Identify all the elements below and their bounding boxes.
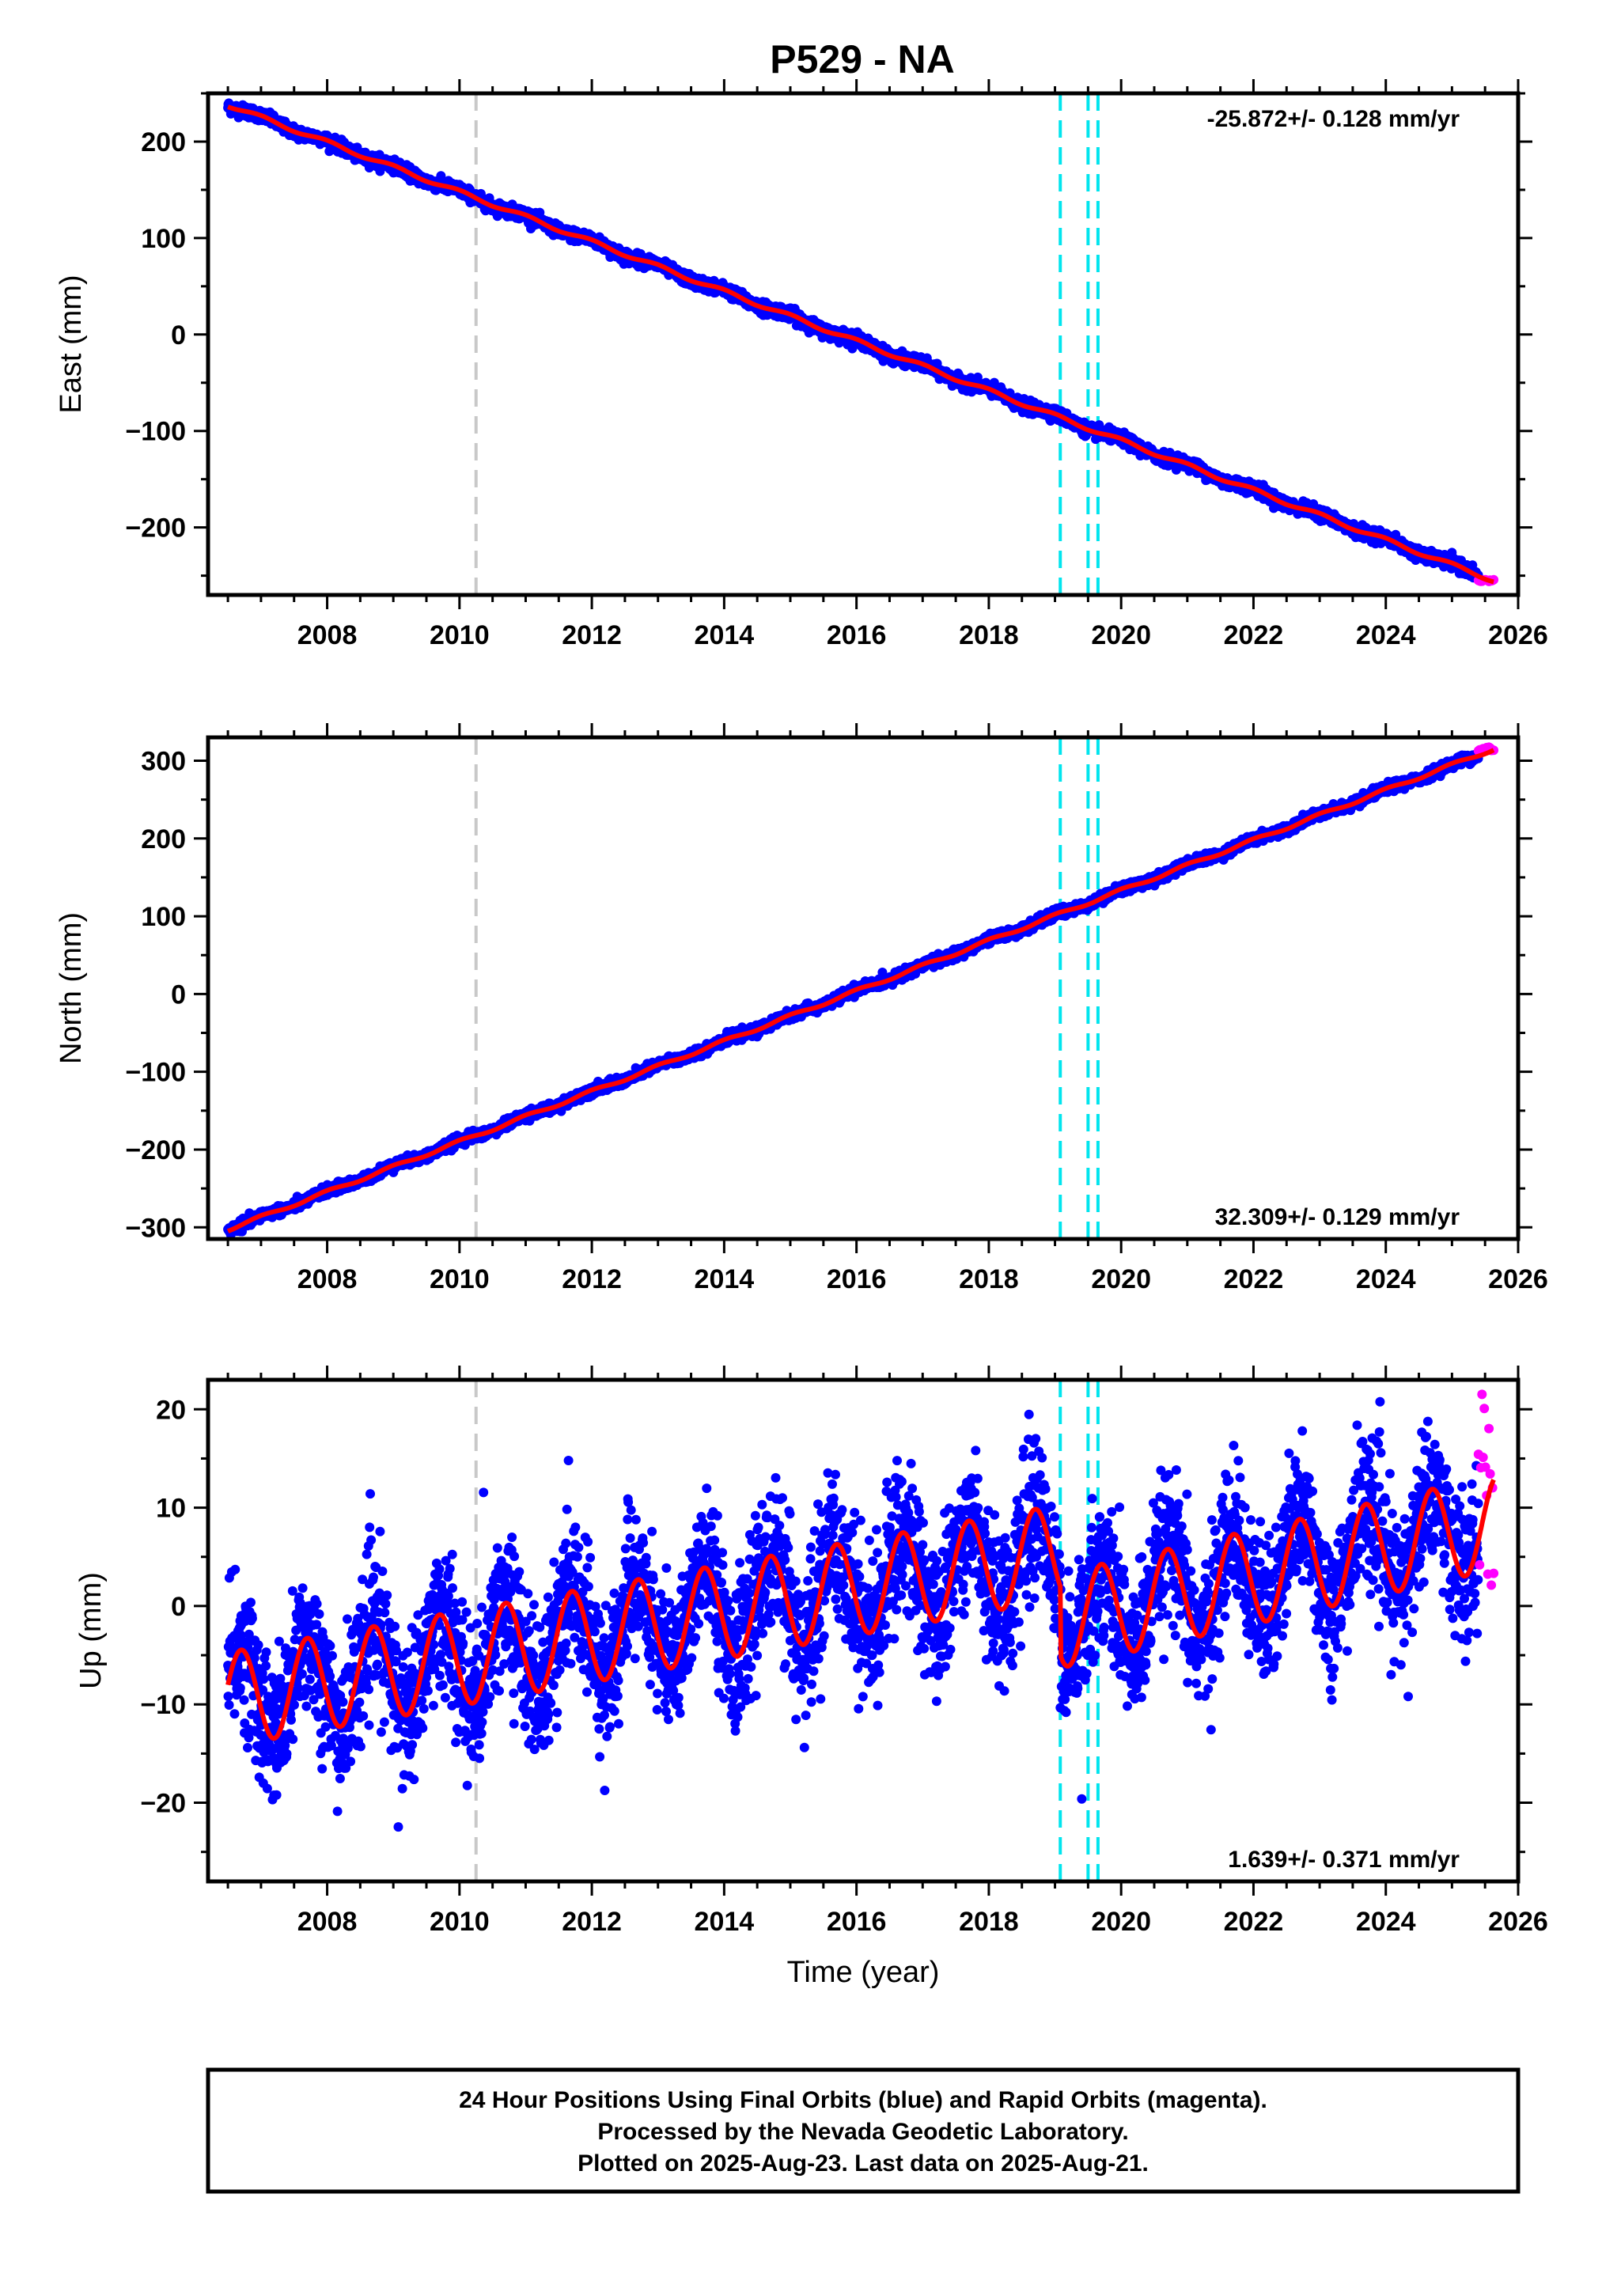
y-tick-label: −200	[125, 513, 186, 544]
x-tick-label: 2010	[430, 620, 490, 650]
panel-east: 2008 2010 2012 2014 2016 2018 2020 2022 2024 2026…	[55, 79, 1548, 650]
x-tick-label: 2012	[562, 620, 622, 650]
x-tick-label: 2008	[297, 620, 358, 650]
panel-north: 2008 2010 2012 2014 2016 2018 2020 2022 2024 2026…	[55, 723, 1548, 1294]
y-axis-label-east: East (mm)	[55, 275, 88, 413]
x-tick-label: 2026	[1488, 620, 1548, 650]
x-tick-label: 2022	[1224, 620, 1284, 650]
plot-area-north	[223, 737, 1499, 1239]
panels: 2008 2010 2012 2014 2016 2018 2020 2022 2024 2026…	[55, 79, 1548, 1989]
y-tick-label: 0	[171, 320, 186, 350]
final-orbit-points-north	[223, 748, 1483, 1239]
x-tick-label: 2014	[695, 620, 755, 650]
y-tick-label: 100	[141, 224, 186, 254]
plot-area-east	[223, 93, 1499, 595]
x-tick-label: 2024	[1356, 620, 1416, 650]
y-tick-label: −100	[125, 417, 186, 447]
rate-label-east: -25.872+/- 0.128 mm/yr	[1207, 106, 1460, 132]
x-tick-label: 2020	[1091, 620, 1151, 650]
x-tick-label: 2016	[827, 620, 887, 650]
y-tick-label: 200	[141, 127, 186, 157]
figure-title: P529 - NA	[770, 37, 954, 81]
final-orbit-points-east	[223, 98, 1483, 584]
x-tick-label: 2018	[959, 620, 1019, 650]
